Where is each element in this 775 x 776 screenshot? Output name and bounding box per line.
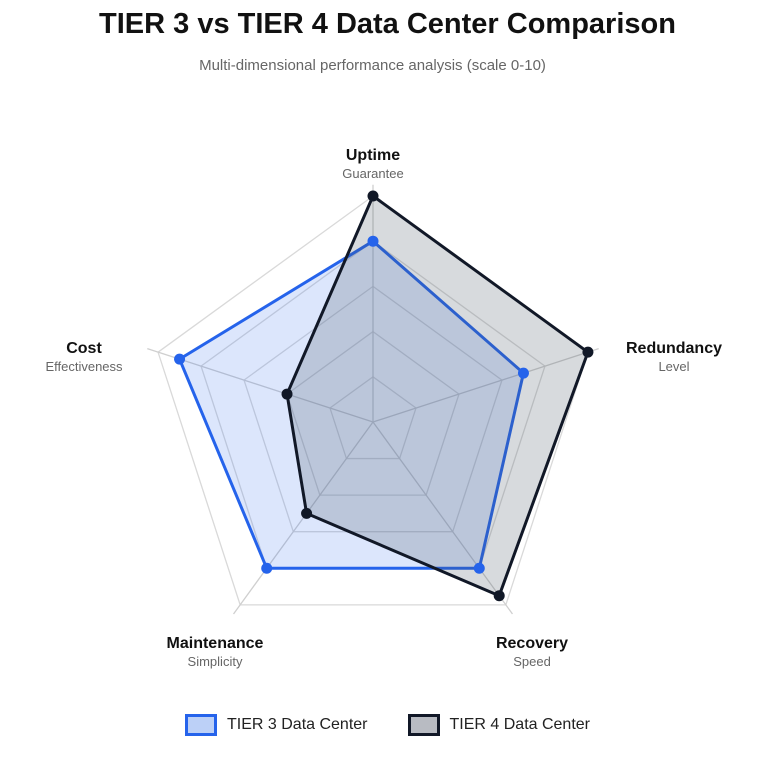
axis-line (372, 348, 599, 423)
data-point (174, 353, 186, 365)
data-point (582, 346, 594, 358)
legend-swatch-tier4 (407, 714, 440, 736)
axis-label: Redundancy (626, 340, 722, 357)
axis-sublabel: Level (658, 359, 689, 374)
grid-ring (243, 285, 503, 533)
axis-sublabel: Guarantee (342, 166, 403, 181)
axis-line (147, 348, 374, 423)
series-area-2 (285, 194, 590, 598)
legend-label-tier4: TIER 4 Data Center (449, 716, 591, 733)
axis-label: Maintenance (167, 635, 264, 652)
data-point (473, 562, 485, 574)
axis-label: Recovery (496, 635, 568, 652)
data-point (367, 235, 379, 247)
chart-title: TIER 3 vs TIER 4 Data Center Comparison (99, 8, 676, 40)
legend-item-tier3[interactable]: TIER 3 Data Center (185, 714, 368, 736)
axis-line (232, 421, 374, 615)
legend-label-tier3: TIER 3 Data Center (227, 716, 368, 733)
grid-ring (329, 375, 417, 460)
grid-ring (286, 330, 460, 496)
axis-label: Uptime (346, 147, 400, 164)
data-point (301, 507, 313, 519)
chart-subtitle: Multi-dimensional performance analysis (… (199, 57, 546, 74)
axis-sublabel: Effectiveness (45, 359, 123, 374)
legend: TIER 3 Data Center TIER 4 Data Center (0, 714, 775, 736)
data-point (261, 562, 273, 574)
series-area-1 (178, 239, 525, 570)
data-point (281, 388, 293, 400)
axis-sublabel: Simplicity (188, 654, 243, 669)
legend-item-tier4[interactable]: TIER 4 Data Center (407, 714, 591, 736)
legend-swatch-tier3 (185, 714, 217, 736)
data-point (367, 190, 379, 202)
axis-sublabel: Speed (513, 654, 551, 669)
data-point (517, 367, 529, 379)
data-point (493, 590, 505, 602)
axis-line (372, 421, 514, 615)
axis-label: Cost (66, 340, 102, 357)
